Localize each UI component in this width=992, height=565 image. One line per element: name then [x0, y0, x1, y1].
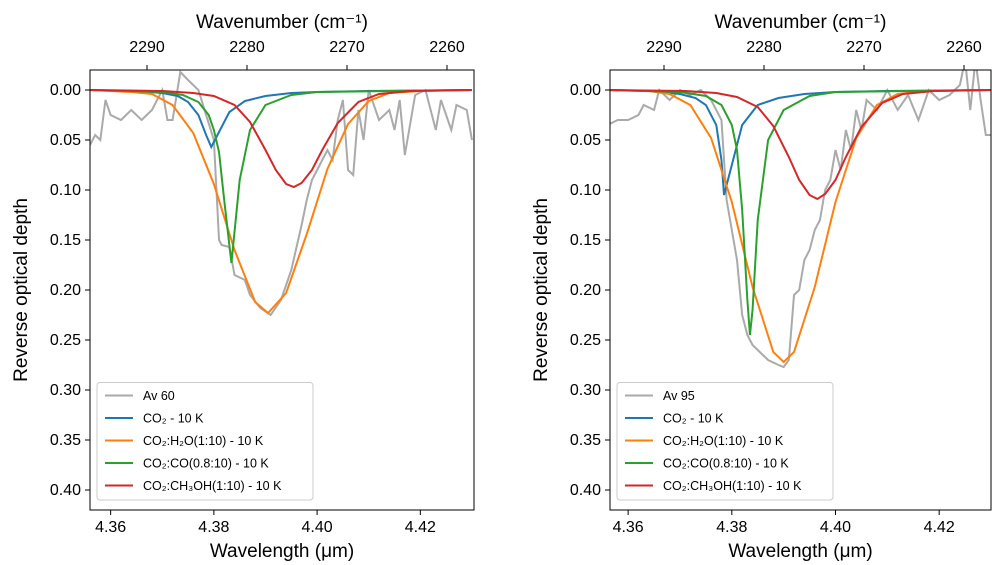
legend-label: CO₂:H₂O(1:10) - 10 K: [143, 434, 264, 448]
y-tick-label: 0.30: [570, 382, 601, 399]
x2-axis-label: Wavenumber (cm⁻¹): [196, 12, 368, 33]
y-tick-label: 0.10: [570, 182, 601, 199]
x-tick-label: 4.36: [613, 519, 644, 536]
x-tick-label: 4.38: [716, 519, 747, 536]
y-axis-label: Reverse optical depth: [11, 198, 32, 382]
legend-label: CO₂ - 10 K: [143, 411, 204, 425]
series-line: [90, 89, 472, 264]
y-tick-label: 0.10: [50, 182, 81, 199]
legend-label: Av 60: [143, 389, 175, 403]
series-line: [610, 89, 991, 196]
x2-tick-label: 2260: [429, 39, 465, 56]
y-tick-label: 0.05: [50, 132, 81, 149]
y-tick-label: 0.00: [570, 82, 601, 99]
series-line: [610, 89, 991, 336]
x-axis-label: Wavelength (μm): [728, 541, 872, 562]
x2-tick-label: 2270: [329, 39, 365, 56]
legend-label: CO₂:CO(0.8:10) - 10 K: [143, 456, 269, 470]
series-line: [90, 89, 472, 189]
y-tick-label: 0.00: [50, 82, 81, 99]
y-tick-label: 0.35: [570, 432, 601, 449]
x-tick-label: 4.40: [820, 519, 851, 536]
x-tick-label: 4.42: [924, 519, 955, 536]
y-tick-label: 0.35: [50, 432, 81, 449]
x-tick-label: 4.42: [405, 519, 436, 536]
y-axis-label: Reverse optical depth: [531, 198, 552, 382]
x2-tick-label: 2260: [946, 39, 982, 56]
series-line: [90, 70, 473, 317]
legend-box: [96, 382, 314, 501]
y-tick-label: 0.15: [570, 232, 601, 249]
y-tick-label: 0.25: [50, 332, 81, 349]
y-tick-label: 0.30: [50, 382, 81, 399]
x2-axis-label: Wavenumber (cm⁻¹): [715, 12, 887, 33]
y-tick-label: 0.20: [570, 282, 601, 299]
x-axis-label: Wavelength (μm): [210, 541, 354, 562]
y-tick-label: 0.40: [50, 482, 81, 499]
legend: Av 60 CO₂ - 10 K CO₂:H₂O(1:10) - 10 K CO₂:C…: [96, 382, 314, 501]
x2-tick-label: 2270: [846, 39, 882, 56]
x-tick-label: 4.38: [198, 519, 229, 536]
series-line: [610, 89, 991, 201]
x2-tick-label: 2290: [129, 39, 165, 56]
x2-tick-label: 2280: [746, 39, 782, 56]
y-tick-label: 0.25: [570, 332, 601, 349]
legend-label: Av 95: [663, 389, 695, 403]
series-line: [90, 89, 472, 315]
legend-label: CO₂:CO(0.8:10) - 10 K: [663, 456, 789, 470]
legend-label: CO₂:CH₃OH(1:10) - 10 K: [663, 479, 802, 493]
x2-tick-label: 2290: [646, 39, 682, 56]
x-tick-label: 4.40: [302, 519, 333, 536]
legend: Av 95 CO₂ - 10 K CO₂:H₂O(1:10) - 10 K CO₂:C…: [616, 382, 834, 501]
x2-tick-label: 2280: [229, 39, 265, 56]
series-line: [610, 70, 991, 369]
legend-box: [616, 382, 834, 501]
x-tick-label: 4.36: [95, 519, 126, 536]
y-tick-label: 0.05: [570, 132, 601, 149]
y-tick-label: 0.15: [50, 232, 81, 249]
legend-label: CO₂:H₂O(1:10) - 10 K: [663, 434, 784, 448]
series-line: [610, 89, 991, 364]
y-tick-label: 0.40: [570, 482, 601, 499]
legend-label: CO₂:CH₃OH(1:10) - 10 K: [143, 479, 282, 493]
legend-label: CO₂ - 10 K: [663, 411, 724, 425]
y-tick-label: 0.20: [50, 282, 81, 299]
